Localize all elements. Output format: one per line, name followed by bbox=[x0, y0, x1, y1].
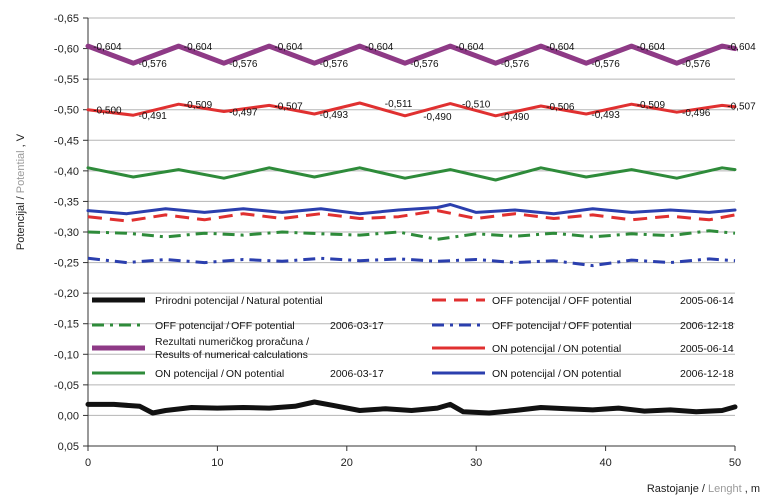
data-label: -0,576 bbox=[410, 59, 439, 70]
series-line-off2005_06 bbox=[87, 209, 736, 223]
legend-label: Prirodni potencijal / bbox=[155, 295, 244, 307]
series-line-numerical bbox=[85, 43, 738, 66]
y-tick-label: -0,05 bbox=[54, 380, 79, 392]
series-line-on2006_12 bbox=[86, 203, 737, 216]
legend: Prirodni potencijal / Natural potential O… bbox=[92, 295, 734, 380]
data-labels: -0,604 -0,576 -0,604 -0,576 -0,604 -0,576 -0,6… bbox=[93, 42, 756, 123]
x-axis-label: Rastojanje / Lenght , m bbox=[647, 483, 760, 495]
legend-label: Rezultati numeričkog proračuna / bbox=[155, 336, 309, 348]
legend-label: OFF potencijal / bbox=[492, 320, 566, 332]
y-axis-label: Potencijal / Potential , V bbox=[15, 133, 27, 250]
data-label: -0,604 bbox=[93, 42, 122, 53]
legend-label-en: Natural potential bbox=[246, 295, 322, 307]
data-label: -0,493 bbox=[320, 110, 349, 121]
legend-label: OFF potencijal / bbox=[492, 295, 566, 307]
y-tick-label: -0,45 bbox=[54, 135, 79, 147]
legend-label: OFF potencijal / bbox=[155, 320, 229, 332]
legend-date: 2005-06-14 bbox=[680, 343, 734, 355]
legend-label-en: ON potential bbox=[563, 368, 621, 380]
y-tick-label: -0,40 bbox=[54, 166, 79, 178]
series-lines bbox=[85, 43, 738, 416]
x-tick-label: 40 bbox=[599, 457, 611, 469]
y-tick-label: -0,30 bbox=[54, 227, 79, 239]
legend-label-en: OFF potential bbox=[568, 295, 632, 307]
data-label: -0,490 bbox=[423, 112, 452, 123]
data-label: -0,576 bbox=[501, 59, 530, 70]
y-tick-label: 0,05 bbox=[58, 441, 79, 453]
legend-label-en: ON potential bbox=[563, 343, 621, 355]
legend-label-en: ON potential bbox=[226, 368, 284, 380]
legend-date: 2006-03-17 bbox=[330, 320, 384, 332]
data-label: -0,490 bbox=[501, 112, 530, 123]
legend-label-en: OFF potential bbox=[568, 320, 632, 332]
data-label: -0,510 bbox=[462, 100, 491, 111]
legend-label-en: OFF potential bbox=[231, 320, 295, 332]
series-line-natural bbox=[85, 399, 738, 416]
data-label: -0,576 bbox=[320, 59, 349, 70]
legend-date: 2005-06-14 bbox=[680, 295, 734, 307]
y-tick-label: -0,50 bbox=[54, 105, 79, 117]
data-label: -0,497 bbox=[229, 108, 258, 119]
data-label: -0,491 bbox=[139, 111, 168, 122]
data-label: -0,507 bbox=[727, 101, 756, 112]
data-label: -0,604 bbox=[637, 42, 666, 53]
y-tick-label: -0,60 bbox=[54, 44, 79, 56]
legend-label: ON potencijal / bbox=[492, 343, 561, 355]
series-line-on2006_03 bbox=[86, 166, 737, 182]
data-label: -0,506 bbox=[546, 102, 575, 113]
data-label: -0,604 bbox=[365, 42, 394, 53]
x-axis-ticks: 0 10 20 30 40 50 bbox=[85, 446, 741, 469]
x-tick-label: 0 bbox=[85, 457, 91, 469]
series-line-off2006_03 bbox=[87, 229, 736, 241]
x-tick-label: 20 bbox=[341, 457, 353, 469]
data-label: -0,509 bbox=[184, 100, 213, 111]
data-label: -0,507 bbox=[274, 101, 303, 112]
y-tick-label: -0,25 bbox=[54, 258, 79, 270]
data-label: -0,576 bbox=[229, 59, 258, 70]
x-tick-label: 50 bbox=[729, 457, 741, 469]
y-tick-label: -0,35 bbox=[54, 196, 79, 208]
data-label: -0,604 bbox=[184, 42, 213, 53]
y-tick-label: -0,20 bbox=[54, 288, 79, 300]
data-label: -0,604 bbox=[727, 42, 756, 53]
y-tick-label: -0,65 bbox=[54, 13, 79, 25]
y-axis-ticks: -0,65 -0,60 -0,55 -0,50 -0,45 -0,40 -0,35 -0,30… bbox=[54, 13, 88, 453]
data-label: -0,493 bbox=[591, 110, 620, 121]
y-tick-label: -0,10 bbox=[54, 349, 79, 361]
data-label: -0,500 bbox=[93, 106, 122, 117]
data-label: -0,604 bbox=[274, 42, 303, 53]
x-tick-label: 30 bbox=[470, 457, 482, 469]
y-tick-label: -0,15 bbox=[54, 319, 79, 331]
data-label: -0,509 bbox=[637, 100, 666, 111]
data-label: -0,576 bbox=[591, 59, 620, 70]
data-label: -0,496 bbox=[682, 108, 711, 119]
series-line-on2005_06 bbox=[86, 101, 737, 118]
legend-date: 2006-12-18 bbox=[680, 368, 734, 380]
y-tick-label: -0,55 bbox=[54, 74, 79, 86]
data-label: -0,604 bbox=[456, 42, 485, 53]
data-label: -0,576 bbox=[139, 59, 168, 70]
grid-lines bbox=[88, 17, 735, 447]
data-label: -0,511 bbox=[385, 99, 413, 110]
data-label: -0,604 bbox=[546, 42, 575, 53]
legend-date: 2006-12-18 bbox=[680, 320, 734, 332]
legend-label-en: Results of numerical calculations bbox=[155, 349, 308, 361]
legend-label: ON potencijal / bbox=[492, 368, 561, 380]
data-label: -0,576 bbox=[682, 59, 711, 70]
legend-date: 2006-03-17 bbox=[330, 368, 384, 380]
y-tick-label: 0,00 bbox=[58, 410, 79, 422]
series-line-off2006_12 bbox=[87, 256, 736, 268]
x-tick-label: 10 bbox=[211, 457, 223, 469]
legend-label: ON potencijal / bbox=[155, 368, 224, 380]
